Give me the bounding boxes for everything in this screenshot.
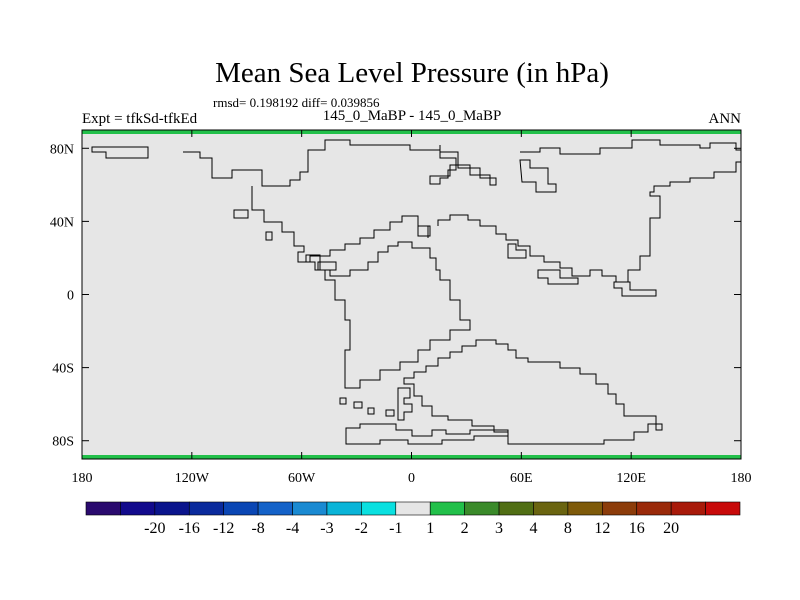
coastline-north-america bbox=[183, 139, 497, 263]
colorbar-swatch bbox=[223, 501, 259, 516]
colorbar-swatch bbox=[154, 501, 190, 516]
colorbar-label: -2 bbox=[355, 520, 368, 537]
colorbar-label: 20 bbox=[663, 520, 679, 537]
colorbar-swatch bbox=[120, 501, 156, 516]
colorbar-swatch bbox=[567, 501, 603, 516]
colorbar-label: 16 bbox=[629, 520, 645, 537]
x-tick-label: 120E bbox=[616, 471, 646, 486]
colorbar-label: 2 bbox=[461, 520, 469, 537]
stats-label: rmsd= 0.198192 diff= 0.039856 bbox=[213, 95, 380, 110]
y-tick-label: 80N bbox=[50, 142, 74, 157]
y-tick-label: 80S bbox=[52, 435, 74, 450]
y-axis-ticks: 80N 40N 0 40S 80S bbox=[50, 142, 741, 450]
coastline-eurasia-islands bbox=[507, 159, 657, 297]
x-tick-label: 180 bbox=[72, 471, 93, 486]
coastline-africa bbox=[403, 339, 657, 445]
colorbar-label: 8 bbox=[564, 520, 572, 537]
colorbar-swatch bbox=[326, 501, 362, 516]
colorbar-swatch bbox=[636, 501, 672, 516]
y-tick-label: 40S bbox=[52, 362, 74, 377]
colorbar-swatch bbox=[429, 501, 465, 516]
colorbar-swatch bbox=[498, 501, 534, 516]
y-tick-label: 40N bbox=[50, 215, 74, 230]
x-tick-label: 120W bbox=[175, 471, 210, 486]
x-tick-label: 60W bbox=[288, 471, 316, 486]
colorbar-swatch bbox=[188, 501, 224, 516]
season-label: ANN bbox=[709, 111, 742, 127]
colorbar-label: -16 bbox=[179, 520, 200, 537]
colorbar-swatch bbox=[533, 501, 569, 516]
x-tick-label: 180 bbox=[731, 471, 752, 486]
colorbar-label: 4 bbox=[529, 520, 537, 537]
coastline-south-america bbox=[305, 241, 471, 389]
colorbar-label: -20 bbox=[144, 520, 165, 537]
x-tick-label: 60E bbox=[510, 471, 533, 486]
x-tick-label: 0 bbox=[408, 471, 415, 486]
x-axis-ticks: 180 120W 60W 0 60E 120E 180 bbox=[72, 130, 752, 486]
colorbar-label: 3 bbox=[495, 520, 503, 537]
colorbar-swatch bbox=[85, 501, 121, 516]
colorbar-label: -12 bbox=[213, 520, 234, 537]
coastline-mediterranean bbox=[317, 225, 431, 271]
colorbar-swatch bbox=[292, 501, 328, 516]
coastline-antarctic bbox=[345, 423, 663, 445]
colorbar-swatch bbox=[464, 501, 500, 516]
colorbar-label: -1 bbox=[389, 520, 402, 537]
colorbar-label: 1 bbox=[426, 520, 434, 537]
colorbar-swatch bbox=[602, 501, 638, 516]
period-label: 145_0_MaBP - 145_0_MaBP bbox=[323, 108, 502, 124]
colorbar-label: 12 bbox=[594, 520, 610, 537]
experiment-label: Expt = tfkSd-tfkEd bbox=[82, 111, 198, 127]
coastline-islands-southwest bbox=[233, 209, 413, 421]
continent-outlines bbox=[91, 139, 741, 445]
colorbar-swatch bbox=[361, 501, 397, 516]
colorbar-label: -4 bbox=[286, 520, 299, 537]
coastline-arctic-west bbox=[91, 146, 149, 159]
y-tick-label: 0 bbox=[67, 289, 74, 304]
colorbar-label: -3 bbox=[320, 520, 333, 537]
colorbar-swatch bbox=[705, 501, 741, 516]
colorbar-label: -8 bbox=[251, 520, 264, 537]
coastline-eurasia bbox=[437, 139, 741, 283]
colorbar-swatch bbox=[257, 501, 293, 516]
colorbar: -20 -16 -12 -8 -4 -3 -2 -1 1 2 3 4 8 12 16 20 bbox=[85, 501, 741, 537]
colorbar-swatch bbox=[670, 501, 706, 516]
colorbar-swatch bbox=[395, 501, 431, 516]
chart-title: Mean Sea Level Pressure (in hPa) bbox=[215, 57, 609, 89]
